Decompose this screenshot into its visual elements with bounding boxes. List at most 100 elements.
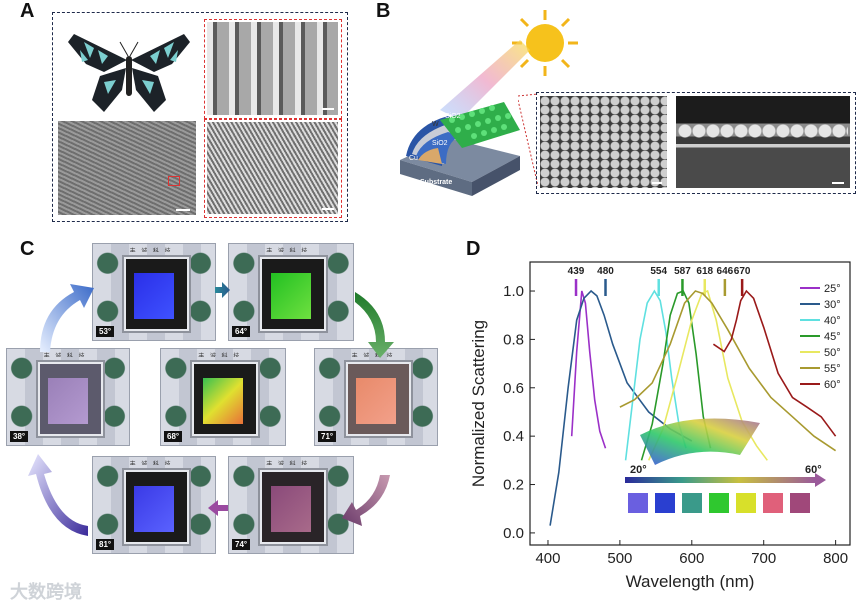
peak-label: 670: [734, 266, 751, 277]
scale-bar: [652, 182, 662, 184]
sample-photo: 丰 诚 科 技 68°: [160, 348, 286, 446]
label-sio2-mid: SiO2: [432, 140, 448, 147]
angle-label: 64°: [232, 326, 251, 337]
plot-frame: [529, 261, 851, 546]
scale-bar: [832, 182, 844, 184]
series-line: [570, 290, 607, 449]
sample-photo: 丰 诚 科 技 81°: [92, 456, 216, 554]
legend-label: 60°: [824, 379, 841, 391]
peak-label: 554: [650, 266, 667, 277]
sem-cross-section: [676, 96, 850, 188]
series-line: [712, 289, 837, 437]
gradient-start-label: 20°: [630, 464, 647, 476]
sample-photo: 丰 诚 科 技 74°: [228, 456, 354, 554]
photo-banner: 丰 诚 科 技: [351, 354, 395, 357]
color-swatch: [790, 493, 810, 513]
panel-b-sem-frame: [536, 92, 856, 194]
sun-icon: [512, 10, 578, 76]
device-schematic: [400, 102, 520, 196]
peak-label: 439: [568, 266, 585, 277]
panel-c-letter: C: [20, 238, 35, 260]
butterfly-image: [68, 34, 190, 112]
series-line: [549, 289, 693, 526]
angle-label: 71°: [318, 431, 337, 442]
x-tick-label: 800: [823, 550, 848, 567]
cycle-arrows: [28, 282, 394, 536]
angle-label: 38°: [10, 431, 29, 442]
photo-banner: 丰 诚 科 技: [266, 249, 310, 252]
legend-label: 50°: [824, 347, 841, 359]
label-substrate: Substrate: [420, 179, 453, 186]
x-tick-label: 500: [607, 550, 632, 567]
legend-label: 25°: [824, 283, 841, 295]
y-tick-label: 0.4: [503, 428, 524, 445]
angle-label: 68°: [164, 431, 183, 442]
panel-a-letter: A: [20, 0, 35, 22]
color-swatch: [655, 493, 675, 513]
x-tick-label: 600: [679, 550, 704, 567]
legend-label: 55°: [824, 363, 841, 375]
panel-b-letter: B: [376, 0, 391, 22]
color-swatch: [628, 493, 648, 513]
label-cu: Cu: [409, 155, 418, 162]
peak-label: 480: [597, 266, 614, 277]
angle-gradient-bar: [625, 477, 815, 483]
inset-color-fan: [640, 418, 760, 465]
scale-bar: [176, 209, 190, 211]
peak-label: 587: [674, 266, 691, 277]
photo-banner: 丰 诚 科 技: [129, 462, 173, 465]
sem-cross-spheres: [678, 124, 848, 138]
sem-sphere-array: [540, 96, 667, 188]
light-beam: [440, 40, 530, 120]
angle-label: 74°: [232, 539, 251, 550]
angle-label: 81°: [96, 539, 115, 550]
photo-banner: 丰 诚 科 技: [266, 462, 310, 465]
y-tick-label: 0.2: [503, 477, 524, 494]
sample-photo: 丰 诚 科 技 38°: [6, 348, 130, 446]
zoom-marker: [168, 176, 180, 186]
color-swatch: [763, 493, 783, 513]
series-line: [619, 290, 837, 452]
x-tick-label: 400: [535, 550, 560, 567]
y-tick-label: 0.0: [503, 525, 524, 542]
peak-label: 646: [717, 266, 734, 277]
gradient-end-label: 60°: [805, 464, 822, 476]
photo-banner: 丰 诚 科 技: [198, 354, 242, 357]
y-tick-label: 0.8: [503, 331, 524, 348]
color-swatch: [736, 493, 756, 513]
series-line: [624, 289, 687, 461]
panel-d-letter: D: [466, 238, 481, 260]
angle-label: 53°: [96, 326, 115, 337]
photo-banner: 丰 诚 科 技: [43, 354, 87, 357]
scattering-chart: 400 500 600 700 800 0.0 0.2 0.4 0.6 0.8 1.0 Wavelen…: [469, 261, 851, 591]
sem-ridges: [207, 22, 338, 115]
x-tick-label: 700: [751, 550, 776, 567]
sample-photo: 丰 诚 科 技 53°: [92, 243, 216, 341]
sem-wing-scales: [58, 121, 196, 215]
y-tick-label: 0.6: [503, 380, 524, 397]
zoom-connector: [518, 93, 539, 187]
sem-gratings-frame: [204, 119, 342, 218]
legend-label: 45°: [824, 331, 841, 343]
color-swatch: [682, 493, 702, 513]
watermark: 大数跨境: [10, 582, 82, 602]
y-tick-label: 1.0: [503, 283, 524, 300]
x-axis-label: Wavelength (nm): [626, 572, 755, 591]
peak-label: 618: [696, 266, 713, 277]
scale-bar: [322, 108, 334, 110]
sem-ridges-frame: [204, 19, 342, 119]
sample-photo: 丰 诚 科 技 71°: [314, 348, 438, 446]
legend-label: 40°: [824, 315, 841, 327]
sem-gratings: [207, 122, 338, 214]
series-line: [640, 289, 712, 461]
label-sio2-top: SiO2: [445, 113, 461, 120]
panel-a-frame: [52, 12, 348, 222]
sample-photo: 丰 诚 科 技 64°: [228, 243, 354, 341]
scale-bar: [322, 208, 334, 210]
legend-label: 30°: [824, 299, 841, 311]
y-axis-label: Normalized Scattering: [469, 320, 488, 487]
label-w: W: [432, 121, 439, 128]
gradient-arrow-head: [815, 473, 826, 487]
photo-banner: 丰 诚 科 技: [129, 249, 173, 252]
color-swatch: [709, 493, 729, 513]
